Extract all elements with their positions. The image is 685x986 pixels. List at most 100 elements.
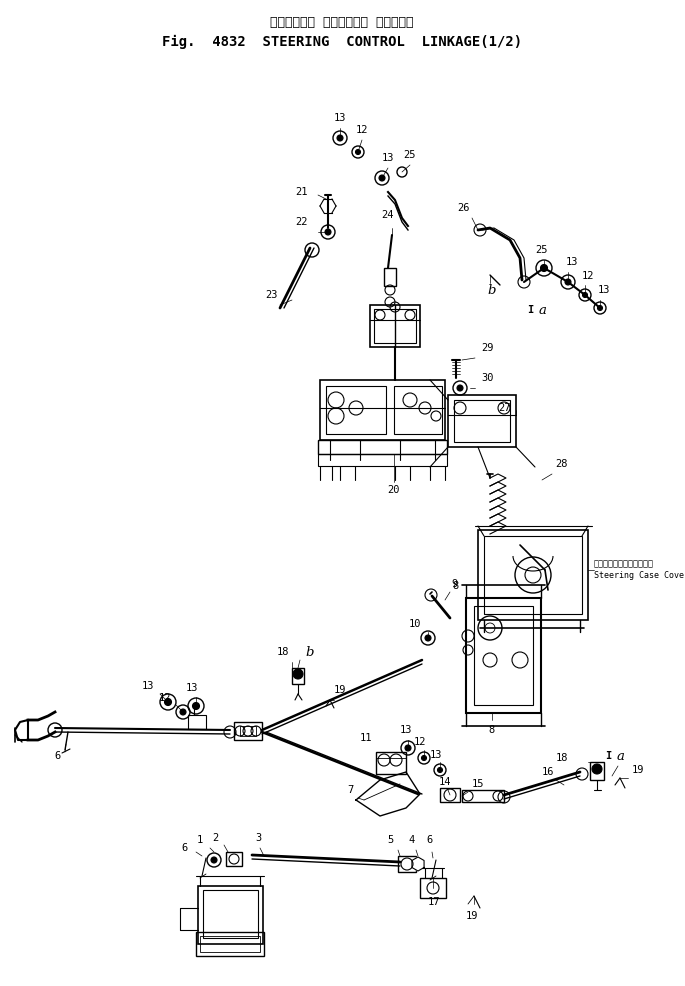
Text: 25: 25	[536, 245, 548, 255]
Bar	[448, 395, 516, 447]
Text: 8: 8	[453, 581, 459, 591]
Circle shape	[164, 698, 171, 706]
Bar	[398, 856, 416, 872]
Text: 2: 2	[212, 833, 218, 843]
Text: 6: 6	[427, 835, 433, 845]
Text: 13: 13	[566, 257, 578, 267]
Text: 7: 7	[347, 785, 353, 795]
Bar	[234, 722, 262, 740]
Text: 4: 4	[409, 835, 415, 845]
Bar	[198, 886, 263, 944]
Bar	[292, 668, 304, 684]
Bar	[196, 932, 264, 956]
Circle shape	[337, 135, 343, 141]
Text: 25: 25	[403, 150, 416, 160]
Text: 28: 28	[556, 459, 569, 469]
Text: 15: 15	[472, 779, 484, 789]
Text: 11: 11	[360, 733, 372, 743]
Bar	[384, 268, 396, 286]
Bar	[454, 400, 510, 442]
Text: 23: 23	[266, 290, 278, 300]
Text: 6: 6	[182, 843, 188, 853]
Text: 18: 18	[556, 753, 569, 763]
Text: 10: 10	[409, 619, 421, 629]
Circle shape	[379, 175, 385, 181]
Text: 5: 5	[387, 835, 393, 845]
Circle shape	[565, 279, 571, 285]
Bar	[320, 380, 445, 440]
Bar	[226, 852, 242, 866]
Bar	[188, 715, 206, 729]
Circle shape	[211, 857, 217, 863]
Bar	[370, 305, 420, 347]
Bar	[318, 440, 447, 454]
Bar	[484, 536, 582, 614]
Circle shape	[192, 702, 199, 710]
Polygon shape	[412, 857, 424, 871]
Text: 12: 12	[414, 737, 426, 747]
Bar	[462, 790, 504, 802]
Circle shape	[293, 669, 303, 679]
Text: ステアリングケースカバー: ステアリングケースカバー	[594, 559, 654, 569]
Text: 24: 24	[382, 210, 395, 220]
Bar	[466, 598, 541, 713]
Bar	[420, 878, 446, 898]
Text: b: b	[488, 284, 496, 297]
Circle shape	[597, 306, 603, 311]
Text: 13: 13	[429, 750, 443, 760]
Text: 17: 17	[427, 897, 440, 907]
Text: 1: 1	[197, 835, 203, 845]
Bar	[240, 726, 256, 736]
Text: 13: 13	[142, 681, 154, 691]
Circle shape	[325, 229, 331, 235]
Circle shape	[582, 293, 588, 298]
Text: 3: 3	[255, 833, 261, 843]
Text: ステアリング  コントロール  リンケージ: ステアリング コントロール リンケージ	[271, 16, 414, 29]
Circle shape	[457, 385, 463, 391]
Circle shape	[592, 764, 602, 774]
Bar	[394, 386, 442, 434]
Bar	[200, 936, 260, 952]
Text: 19: 19	[632, 765, 645, 775]
Circle shape	[356, 150, 360, 155]
Bar	[374, 309, 416, 343]
Text: 13: 13	[334, 113, 346, 123]
Text: 22: 22	[296, 217, 308, 227]
Text: 13: 13	[400, 725, 412, 735]
Bar	[590, 762, 604, 780]
Text: 18: 18	[277, 647, 289, 657]
Text: 19: 19	[334, 685, 346, 695]
Text: 19: 19	[466, 911, 478, 921]
Circle shape	[425, 635, 431, 641]
Text: 13: 13	[186, 683, 198, 693]
Text: 27: 27	[499, 403, 511, 413]
Bar	[326, 386, 386, 434]
Bar	[376, 752, 406, 774]
Bar	[318, 454, 447, 466]
Bar	[478, 530, 588, 620]
Text: 21: 21	[296, 187, 308, 197]
Text: Fig.  4832  STEERING  CONTROL  LINKAGE(1/2): Fig. 4832 STEERING CONTROL LINKAGE(1/2)	[162, 35, 522, 49]
Bar	[474, 606, 533, 705]
Text: Steering Case Cover: Steering Case Cover	[594, 572, 685, 581]
Circle shape	[438, 767, 443, 772]
Text: I: I	[605, 751, 611, 761]
Circle shape	[421, 755, 427, 760]
Bar	[440, 788, 460, 802]
Text: b: b	[306, 646, 314, 659]
Text: 12: 12	[356, 125, 369, 135]
Text: 16: 16	[542, 767, 554, 777]
Text: 29: 29	[482, 343, 495, 353]
Text: 20: 20	[388, 485, 400, 495]
Text: 12: 12	[159, 693, 171, 703]
Text: I: I	[527, 305, 533, 315]
Circle shape	[180, 709, 186, 715]
Text: 13: 13	[598, 285, 610, 295]
Text: 14: 14	[439, 777, 451, 787]
Text: 12: 12	[582, 271, 595, 281]
Text: a: a	[616, 749, 624, 762]
Bar	[203, 890, 258, 938]
Text: 13: 13	[382, 153, 395, 163]
Text: a: a	[538, 304, 546, 317]
Circle shape	[540, 264, 547, 271]
